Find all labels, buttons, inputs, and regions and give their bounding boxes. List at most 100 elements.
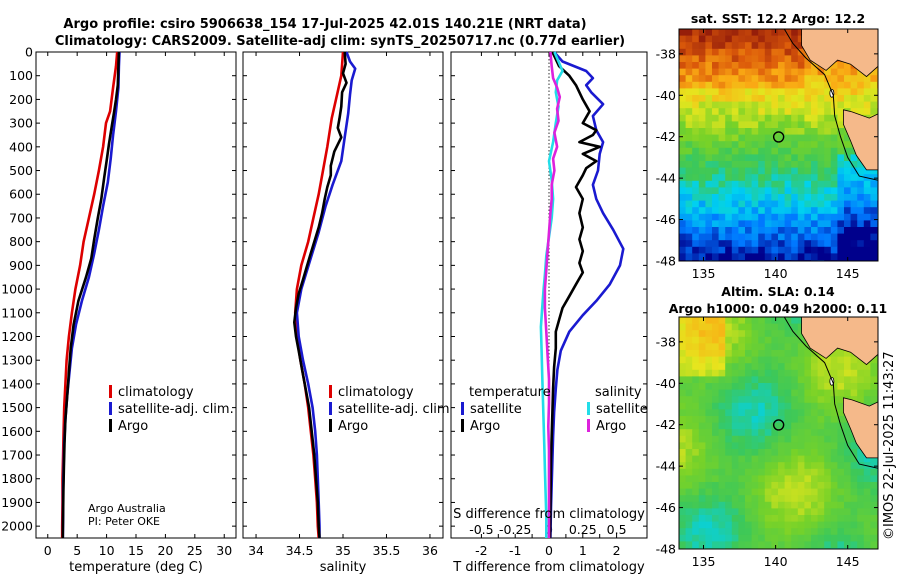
heatmap-cell bbox=[679, 128, 686, 135]
heatmap-cell bbox=[791, 200, 799, 208]
heatmap-cell bbox=[791, 343, 799, 351]
heatmap-cell bbox=[705, 55, 713, 63]
heatmap-cell bbox=[758, 35, 766, 43]
heatmap-cell bbox=[751, 48, 759, 56]
heatmap-cell bbox=[784, 449, 792, 456]
heatmap-cell bbox=[692, 455, 700, 463]
heatmap-cell bbox=[797, 167, 805, 175]
heatmap-cell bbox=[811, 369, 818, 377]
heatmap-cell bbox=[745, 482, 752, 489]
heatmap-cell bbox=[725, 128, 733, 135]
heatmap-cell bbox=[857, 455, 865, 463]
heatmap-cell bbox=[844, 141, 851, 149]
heatmap-cell bbox=[863, 515, 871, 522]
heatmap-cell bbox=[758, 455, 766, 463]
heatmap-cell bbox=[705, 101, 713, 109]
heatmap-cell bbox=[771, 462, 779, 470]
heatmap-cell bbox=[837, 167, 845, 175]
heatmap-cell bbox=[751, 147, 759, 155]
heatmap-cell bbox=[797, 501, 805, 509]
heatmap-cell bbox=[771, 508, 779, 516]
heatmap-cell bbox=[692, 68, 700, 76]
heatmap-cell bbox=[811, 429, 818, 437]
heatmap-cell bbox=[824, 376, 832, 384]
heatmap-cell bbox=[791, 475, 799, 483]
heatmap-cell bbox=[679, 521, 686, 529]
heatmap-cell bbox=[731, 101, 739, 109]
heatmap-cell bbox=[804, 343, 812, 351]
heatmap-cell bbox=[824, 213, 832, 221]
heatmap-cell bbox=[731, 128, 739, 135]
heatmap-cell bbox=[692, 468, 700, 476]
heatmap-cell bbox=[731, 147, 739, 155]
heatmap-cell bbox=[804, 227, 812, 234]
heatmap-cell bbox=[692, 253, 700, 261]
heatmap-cell bbox=[725, 121, 733, 129]
heatmap-cell bbox=[804, 213, 812, 221]
heatmap-cell bbox=[725, 161, 733, 168]
heatmap-cell bbox=[718, 68, 726, 76]
heatmap-cell bbox=[850, 501, 858, 509]
heatmap-cell bbox=[764, 121, 772, 129]
heatmap-cell bbox=[811, 508, 818, 516]
heatmap-cell bbox=[731, 35, 739, 43]
heatmap-cell bbox=[751, 508, 759, 516]
heatmap-cell bbox=[857, 363, 865, 371]
heatmap-cell bbox=[791, 317, 799, 324]
heatmap-cell bbox=[712, 435, 719, 443]
heatmap-cell bbox=[850, 442, 858, 450]
heatmap-cell bbox=[679, 534, 686, 542]
heatmap-cell bbox=[837, 482, 845, 489]
heatmap-cell bbox=[791, 95, 799, 102]
heatmap-cell bbox=[844, 534, 851, 542]
heatmap-cell bbox=[863, 187, 871, 195]
heatmap-cell bbox=[692, 48, 700, 56]
heatmap-cell bbox=[797, 402, 805, 410]
heatmap-cell bbox=[712, 101, 719, 109]
heatmap-cell bbox=[758, 48, 766, 56]
heatmap-cell bbox=[850, 101, 858, 109]
heatmap-cell bbox=[751, 207, 759, 215]
heatmap-cell bbox=[718, 396, 726, 404]
heatmap-cell bbox=[850, 147, 858, 155]
heatmap-cell bbox=[725, 48, 733, 56]
x-tick-label: 34 bbox=[248, 543, 264, 558]
heatmap-cell bbox=[784, 101, 792, 109]
heatmap-cell bbox=[692, 88, 700, 96]
heatmap-cell bbox=[692, 167, 700, 175]
heatmap-cell bbox=[679, 35, 686, 43]
heatmap-cell bbox=[791, 121, 799, 129]
heatmap-cell bbox=[731, 108, 739, 116]
heatmap-cell bbox=[705, 442, 713, 450]
heatmap-cell bbox=[685, 68, 693, 76]
heatmap-cell bbox=[718, 48, 726, 56]
heatmap-cell bbox=[837, 475, 845, 483]
heatmap-cell bbox=[797, 515, 805, 522]
heatmap-cell bbox=[764, 233, 772, 241]
heatmap-cell bbox=[705, 435, 713, 443]
heatmap-cell bbox=[745, 207, 752, 215]
heatmap-cell bbox=[692, 501, 700, 509]
heatmap-cell bbox=[751, 468, 759, 476]
heatmap-cell bbox=[797, 396, 805, 404]
heatmap-cell bbox=[784, 396, 792, 404]
heatmap-cell bbox=[863, 396, 871, 404]
heatmap-cell bbox=[778, 435, 785, 443]
heatmap-cell bbox=[685, 101, 693, 109]
heatmap-cell bbox=[804, 75, 812, 83]
heatmap-cell bbox=[837, 402, 845, 410]
heatmap-cell bbox=[797, 495, 805, 503]
heatmap-cell bbox=[731, 475, 739, 483]
heatmap-cell bbox=[837, 161, 845, 168]
heatmap-cell bbox=[837, 220, 845, 228]
heatmap-cell bbox=[824, 534, 832, 542]
heatmap-cell bbox=[692, 363, 700, 371]
heatmap-cell bbox=[718, 167, 726, 175]
heatmap-cell bbox=[685, 383, 693, 390]
heatmap-cell bbox=[692, 114, 700, 122]
heatmap-cell bbox=[718, 174, 726, 182]
heatmap-cell bbox=[863, 475, 871, 483]
heatmap-cell bbox=[830, 167, 838, 175]
heatmap-cell bbox=[725, 154, 733, 162]
heatmap-cell bbox=[685, 48, 693, 56]
